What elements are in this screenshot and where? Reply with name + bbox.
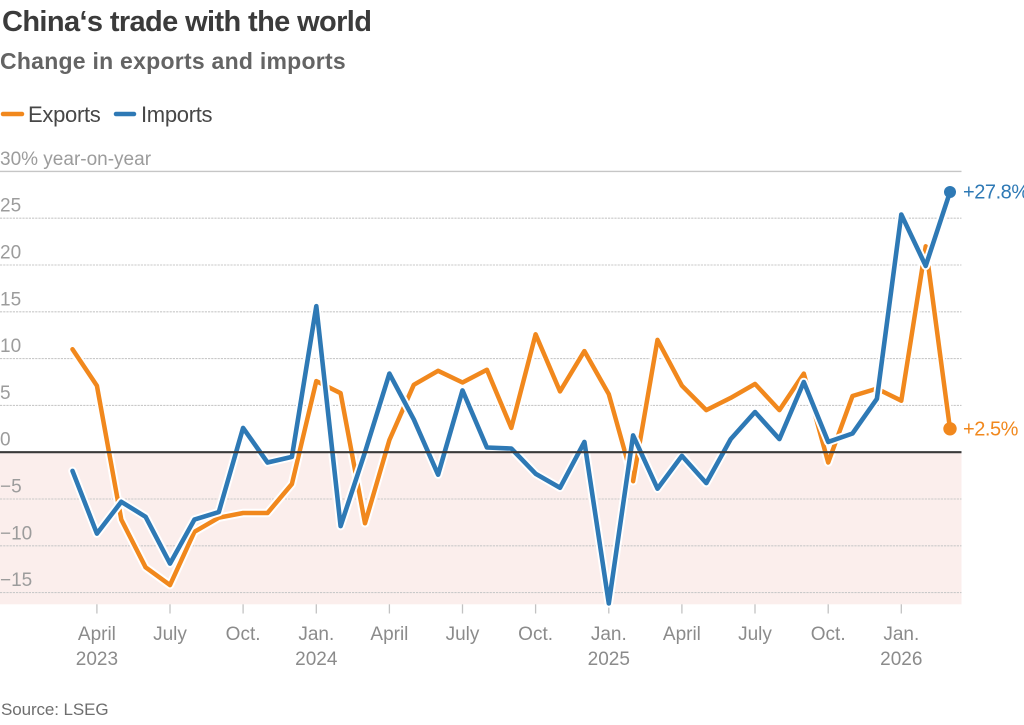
svg-text:April: April bbox=[663, 624, 701, 645]
svg-text:Oct.: Oct. bbox=[811, 624, 846, 645]
svg-text:2025: 2025 bbox=[588, 649, 630, 670]
svg-text:20: 20 bbox=[0, 243, 21, 264]
svg-text:−15: −15 bbox=[0, 570, 32, 591]
svg-text:Jan.: Jan. bbox=[298, 624, 334, 645]
svg-text:+27.8%: +27.8% bbox=[963, 182, 1024, 204]
svg-text:−5: −5 bbox=[0, 477, 22, 498]
svg-text:10: 10 bbox=[0, 336, 21, 357]
svg-text:2026: 2026 bbox=[880, 649, 922, 670]
svg-text:July: July bbox=[153, 624, 187, 645]
svg-text:April: April bbox=[78, 624, 116, 645]
svg-text:April: April bbox=[370, 624, 408, 645]
svg-text:30% year-on-year: 30% year-on-year bbox=[0, 149, 152, 170]
svg-text:+2.5%: +2.5% bbox=[963, 418, 1019, 440]
svg-text:Oct.: Oct. bbox=[518, 624, 553, 645]
svg-text:2024: 2024 bbox=[295, 649, 338, 670]
svg-text:July: July bbox=[446, 624, 480, 645]
svg-text:Change in exports and imports: Change in exports and imports bbox=[0, 48, 346, 74]
svg-text:25: 25 bbox=[0, 196, 21, 217]
svg-text:Jan.: Jan. bbox=[591, 624, 627, 645]
svg-text:Imports: Imports bbox=[141, 102, 213, 127]
svg-text:2023: 2023 bbox=[76, 649, 118, 670]
svg-text:Oct.: Oct. bbox=[226, 624, 261, 645]
svg-text:Source: LSEG: Source: LSEG bbox=[1, 700, 108, 719]
svg-text:5: 5 bbox=[0, 383, 11, 404]
svg-text:Jan.: Jan. bbox=[883, 624, 919, 645]
svg-text:July: July bbox=[738, 624, 772, 645]
svg-text:0: 0 bbox=[0, 430, 11, 451]
svg-text:China‘s trade with the world: China‘s trade with the world bbox=[2, 6, 371, 38]
svg-text:Exports: Exports bbox=[28, 102, 101, 127]
svg-text:15: 15 bbox=[0, 289, 21, 310]
svg-text:−10: −10 bbox=[0, 523, 32, 544]
